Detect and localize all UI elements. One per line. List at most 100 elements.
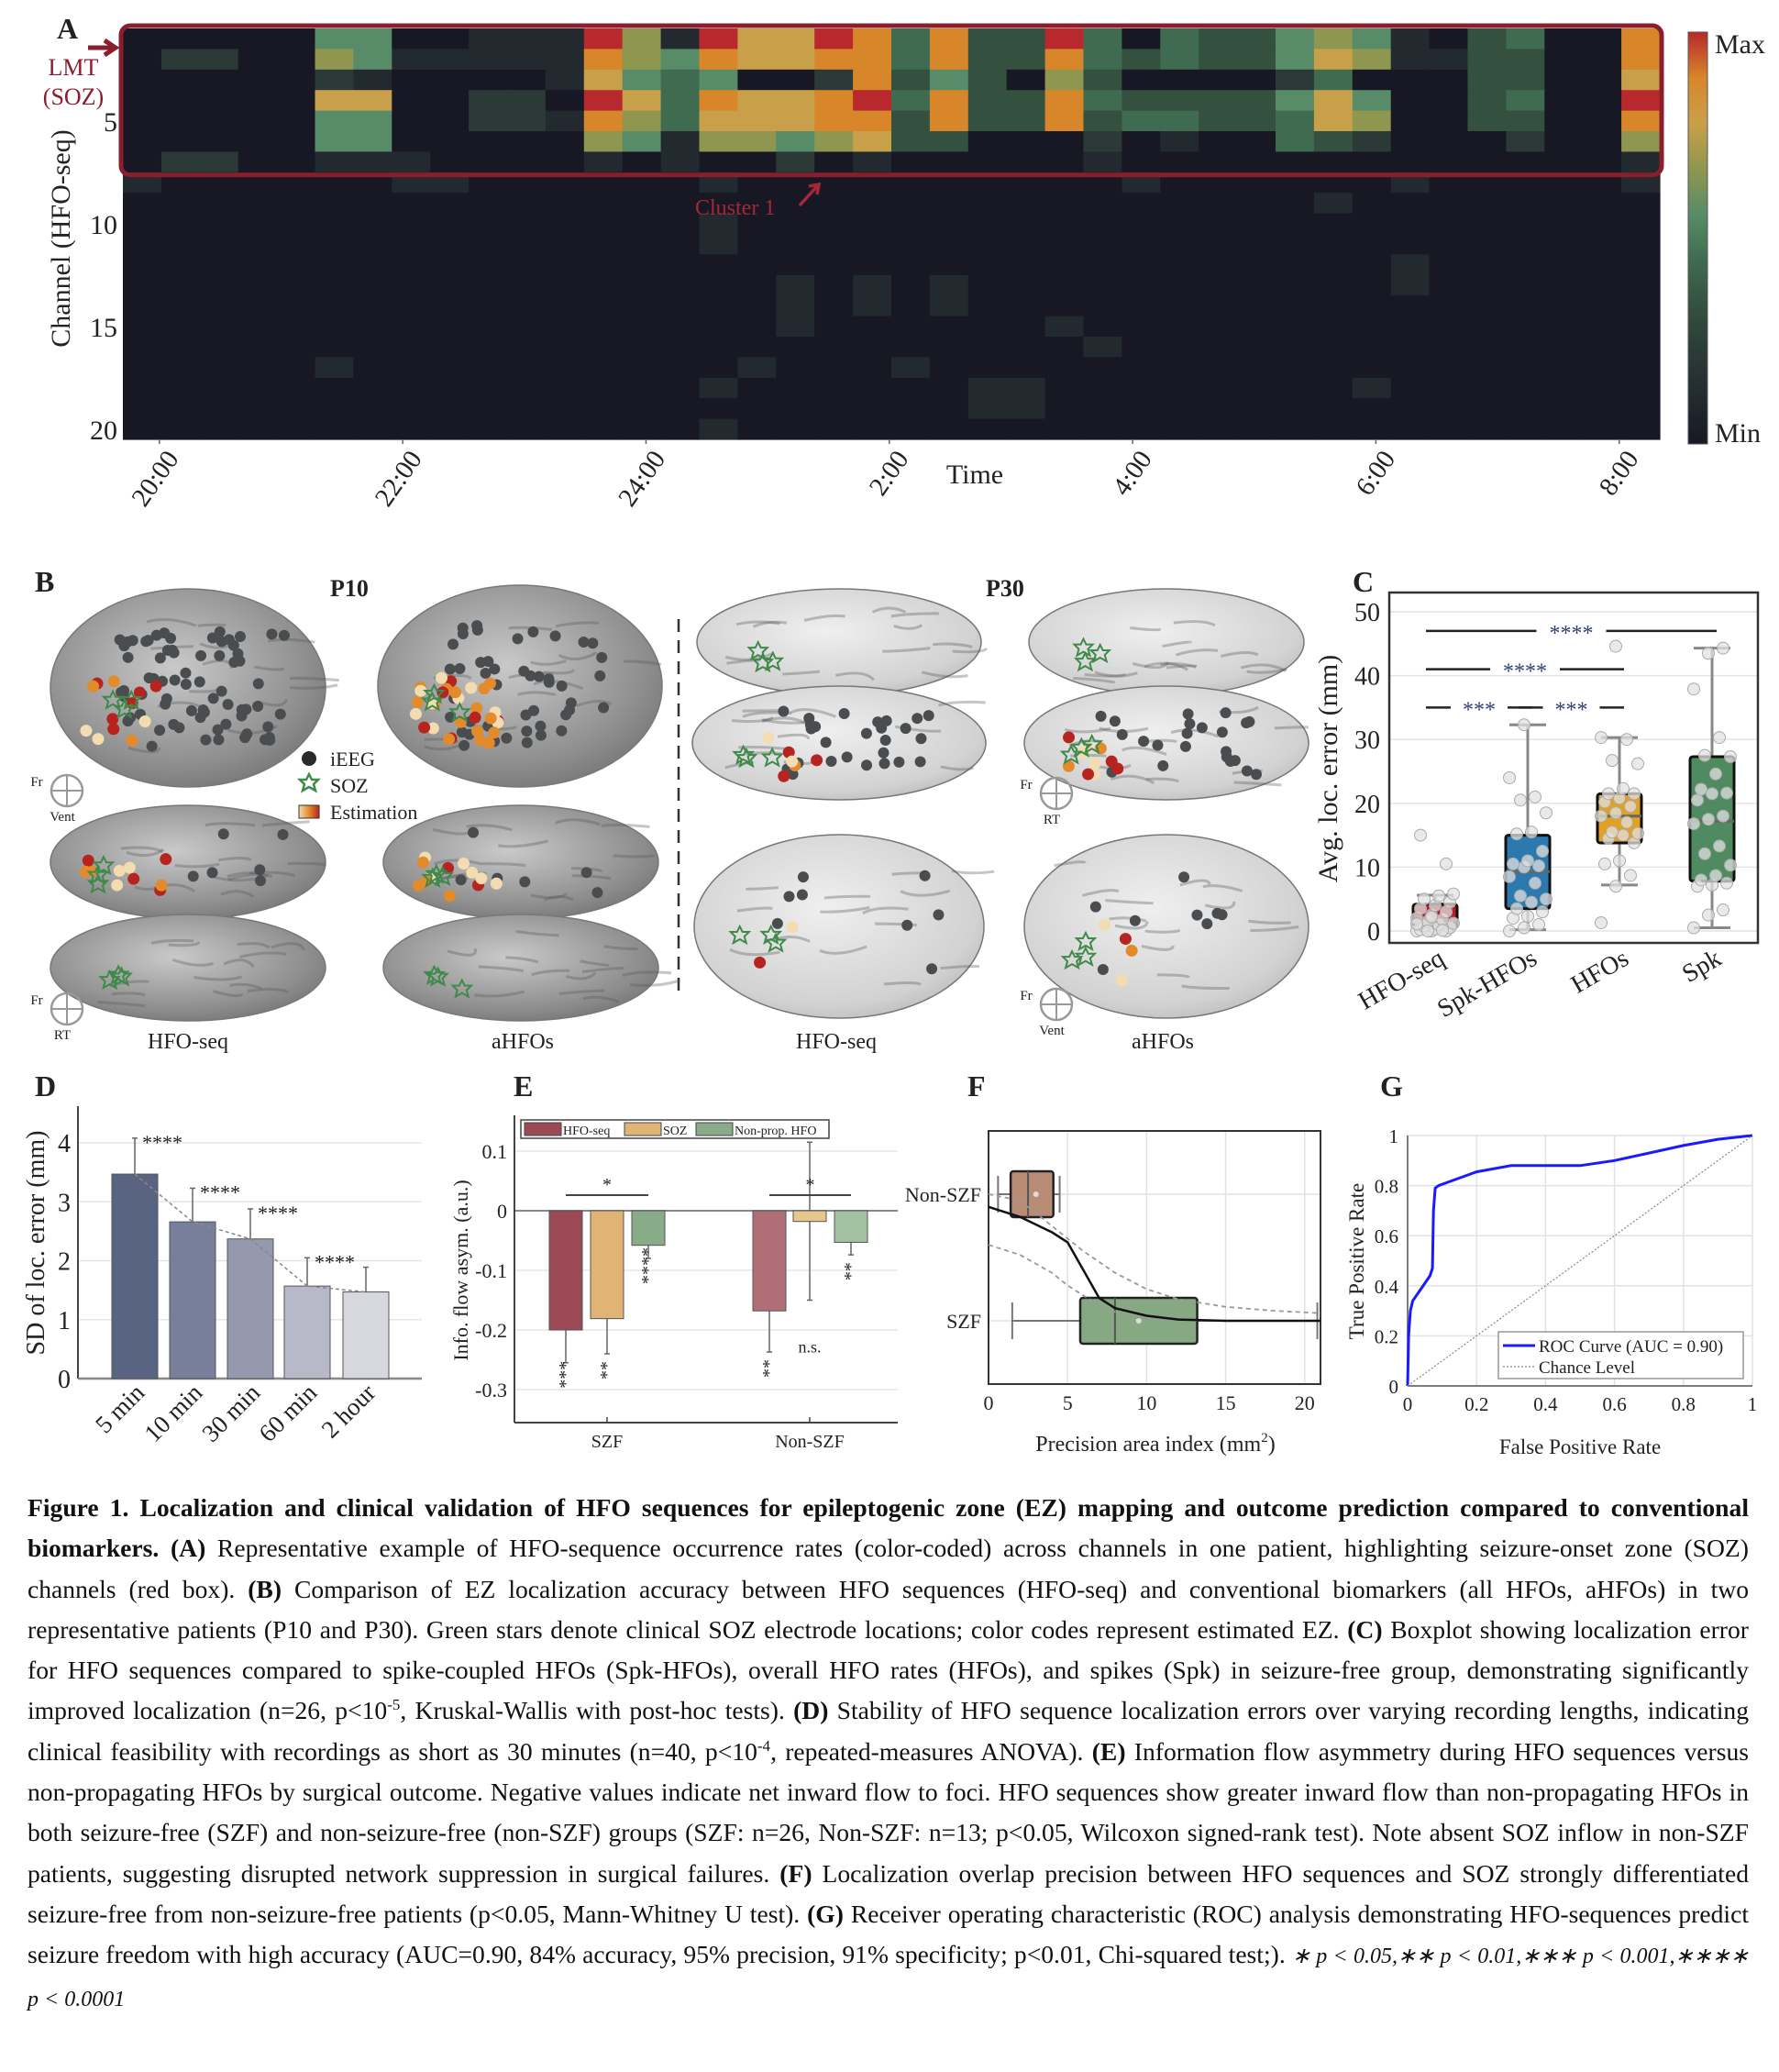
heatmap-cell [660,274,701,296]
soz-star [1072,637,1095,658]
heatmap-cell [1199,418,1238,440]
heatmap-cell [660,90,701,112]
sulcus-line [174,862,220,869]
heatmap-cell [1160,213,1199,235]
sulcus-line [517,691,557,696]
heatmap-cell [1506,234,1545,255]
heatmap-cell [1467,254,1507,276]
heatmap-cell [1583,28,1622,50]
heatmap-cell [199,398,239,420]
heatmap-cell [699,28,738,50]
bar-soz [590,1210,624,1320]
heatmap-cell [545,316,585,338]
data-point [1628,787,1641,801]
heatmap-cell [1276,69,1315,91]
brain-p10-ahfos-lateral [377,584,663,788]
heatmap-cell [392,69,431,91]
heatmap-cell [545,234,585,255]
caption-segment: Stability of HFO sequence localization e… [28,1696,1750,1766]
heatmap-cell [1160,357,1199,379]
heatmap-cell [1583,254,1622,276]
y-tick-label: Non-SZF [905,1183,981,1206]
heatmap-cell [507,28,547,50]
heatmap-cell [967,377,1008,399]
arrow-up-right-icon [798,182,822,207]
heatmap-cell [853,357,892,379]
legend-label: HFO-seq [563,1125,610,1138]
bar-hfo-seq [752,1210,787,1312]
heatmap-cell [1122,90,1161,112]
heatmap-cell [699,131,738,152]
estimation-electrode [1098,918,1110,931]
heatmap-cell [776,274,815,296]
heatmap-cell [276,398,316,420]
heatmap-cell [1199,213,1238,235]
heatmap-cell [469,357,508,379]
heatmap-cell [1237,357,1276,379]
heatmap-cell [1506,316,1545,338]
ieeg-electrode [1095,710,1107,722]
ieeg-electrode [587,637,599,649]
ieeg-electrode [1196,722,1208,734]
sulcus-line [623,659,662,666]
data-point [1503,925,1516,937]
heatmap-cell [1544,151,1584,173]
heatmap-cell [1506,377,1545,399]
heatmap-cell [276,193,316,215]
sulcus-line [900,889,951,897]
sulcus-line [1122,746,1167,756]
brain-p30-ahfos-front [1028,588,1305,696]
caption-segment: Receiver operating characteristic (ROC) … [28,1899,1749,1969]
heatmap-cell [1467,28,1507,50]
sulcus-line [1274,726,1309,730]
heatmap-cell [507,90,547,112]
significance-stars: **** [1550,622,1594,646]
heatmap-cell [1621,254,1661,276]
heatmap-cell [1467,418,1507,440]
heatmap-cell [276,131,316,152]
heatmap-cell [891,295,931,317]
heatmap-cell [1583,398,1622,420]
heatmap-cell [315,28,354,50]
ieeg-electrode [255,875,267,887]
heatmap-cell [1506,49,1545,71]
heatmap-cell [583,151,624,173]
heatmap-cell [160,110,201,132]
heatmap-cell [776,316,815,338]
heatmap-cell [737,151,777,173]
heatmap-cell [469,274,508,296]
heatmap-cell [238,131,278,152]
heatmap-cell [315,69,354,91]
heatmap-cell [315,110,354,132]
heatmap-cell [1006,49,1046,71]
heatmap-cell [967,49,1008,71]
y-tick-label: 1 [58,1307,71,1335]
heatmap-cell [1506,131,1545,152]
heatmap-cell [583,337,624,358]
heatmap-cell [1237,295,1276,317]
estimation-electrode [1111,762,1124,775]
data-point [1691,793,1704,807]
y-tick-label: 10 [1354,854,1380,882]
heatmap-cell [814,254,854,276]
heatmap-cell [929,398,969,420]
heatmap-cell [1122,274,1161,296]
heatmap-cell [853,172,892,194]
sulcus-line [729,947,780,957]
heatmap-cell [199,418,239,440]
heatmap-cell [776,172,815,194]
heatmap-cell [545,28,585,50]
sulcus-line [875,922,917,927]
orientation-side-label: Fr [1020,989,1032,1003]
heatmap-cell [276,151,316,173]
heatmap-cell [891,110,931,132]
heatmap-cell [507,398,547,420]
ieeg-electrode [150,629,162,641]
heatmap-cell [1044,110,1085,132]
heatmap-cell [853,69,892,91]
heatmap-cell [1083,316,1122,338]
heatmap-cell [1122,131,1161,152]
estimation-electrode [426,722,439,735]
heatmap-cell [469,69,508,91]
heatmap-cell [353,213,392,235]
